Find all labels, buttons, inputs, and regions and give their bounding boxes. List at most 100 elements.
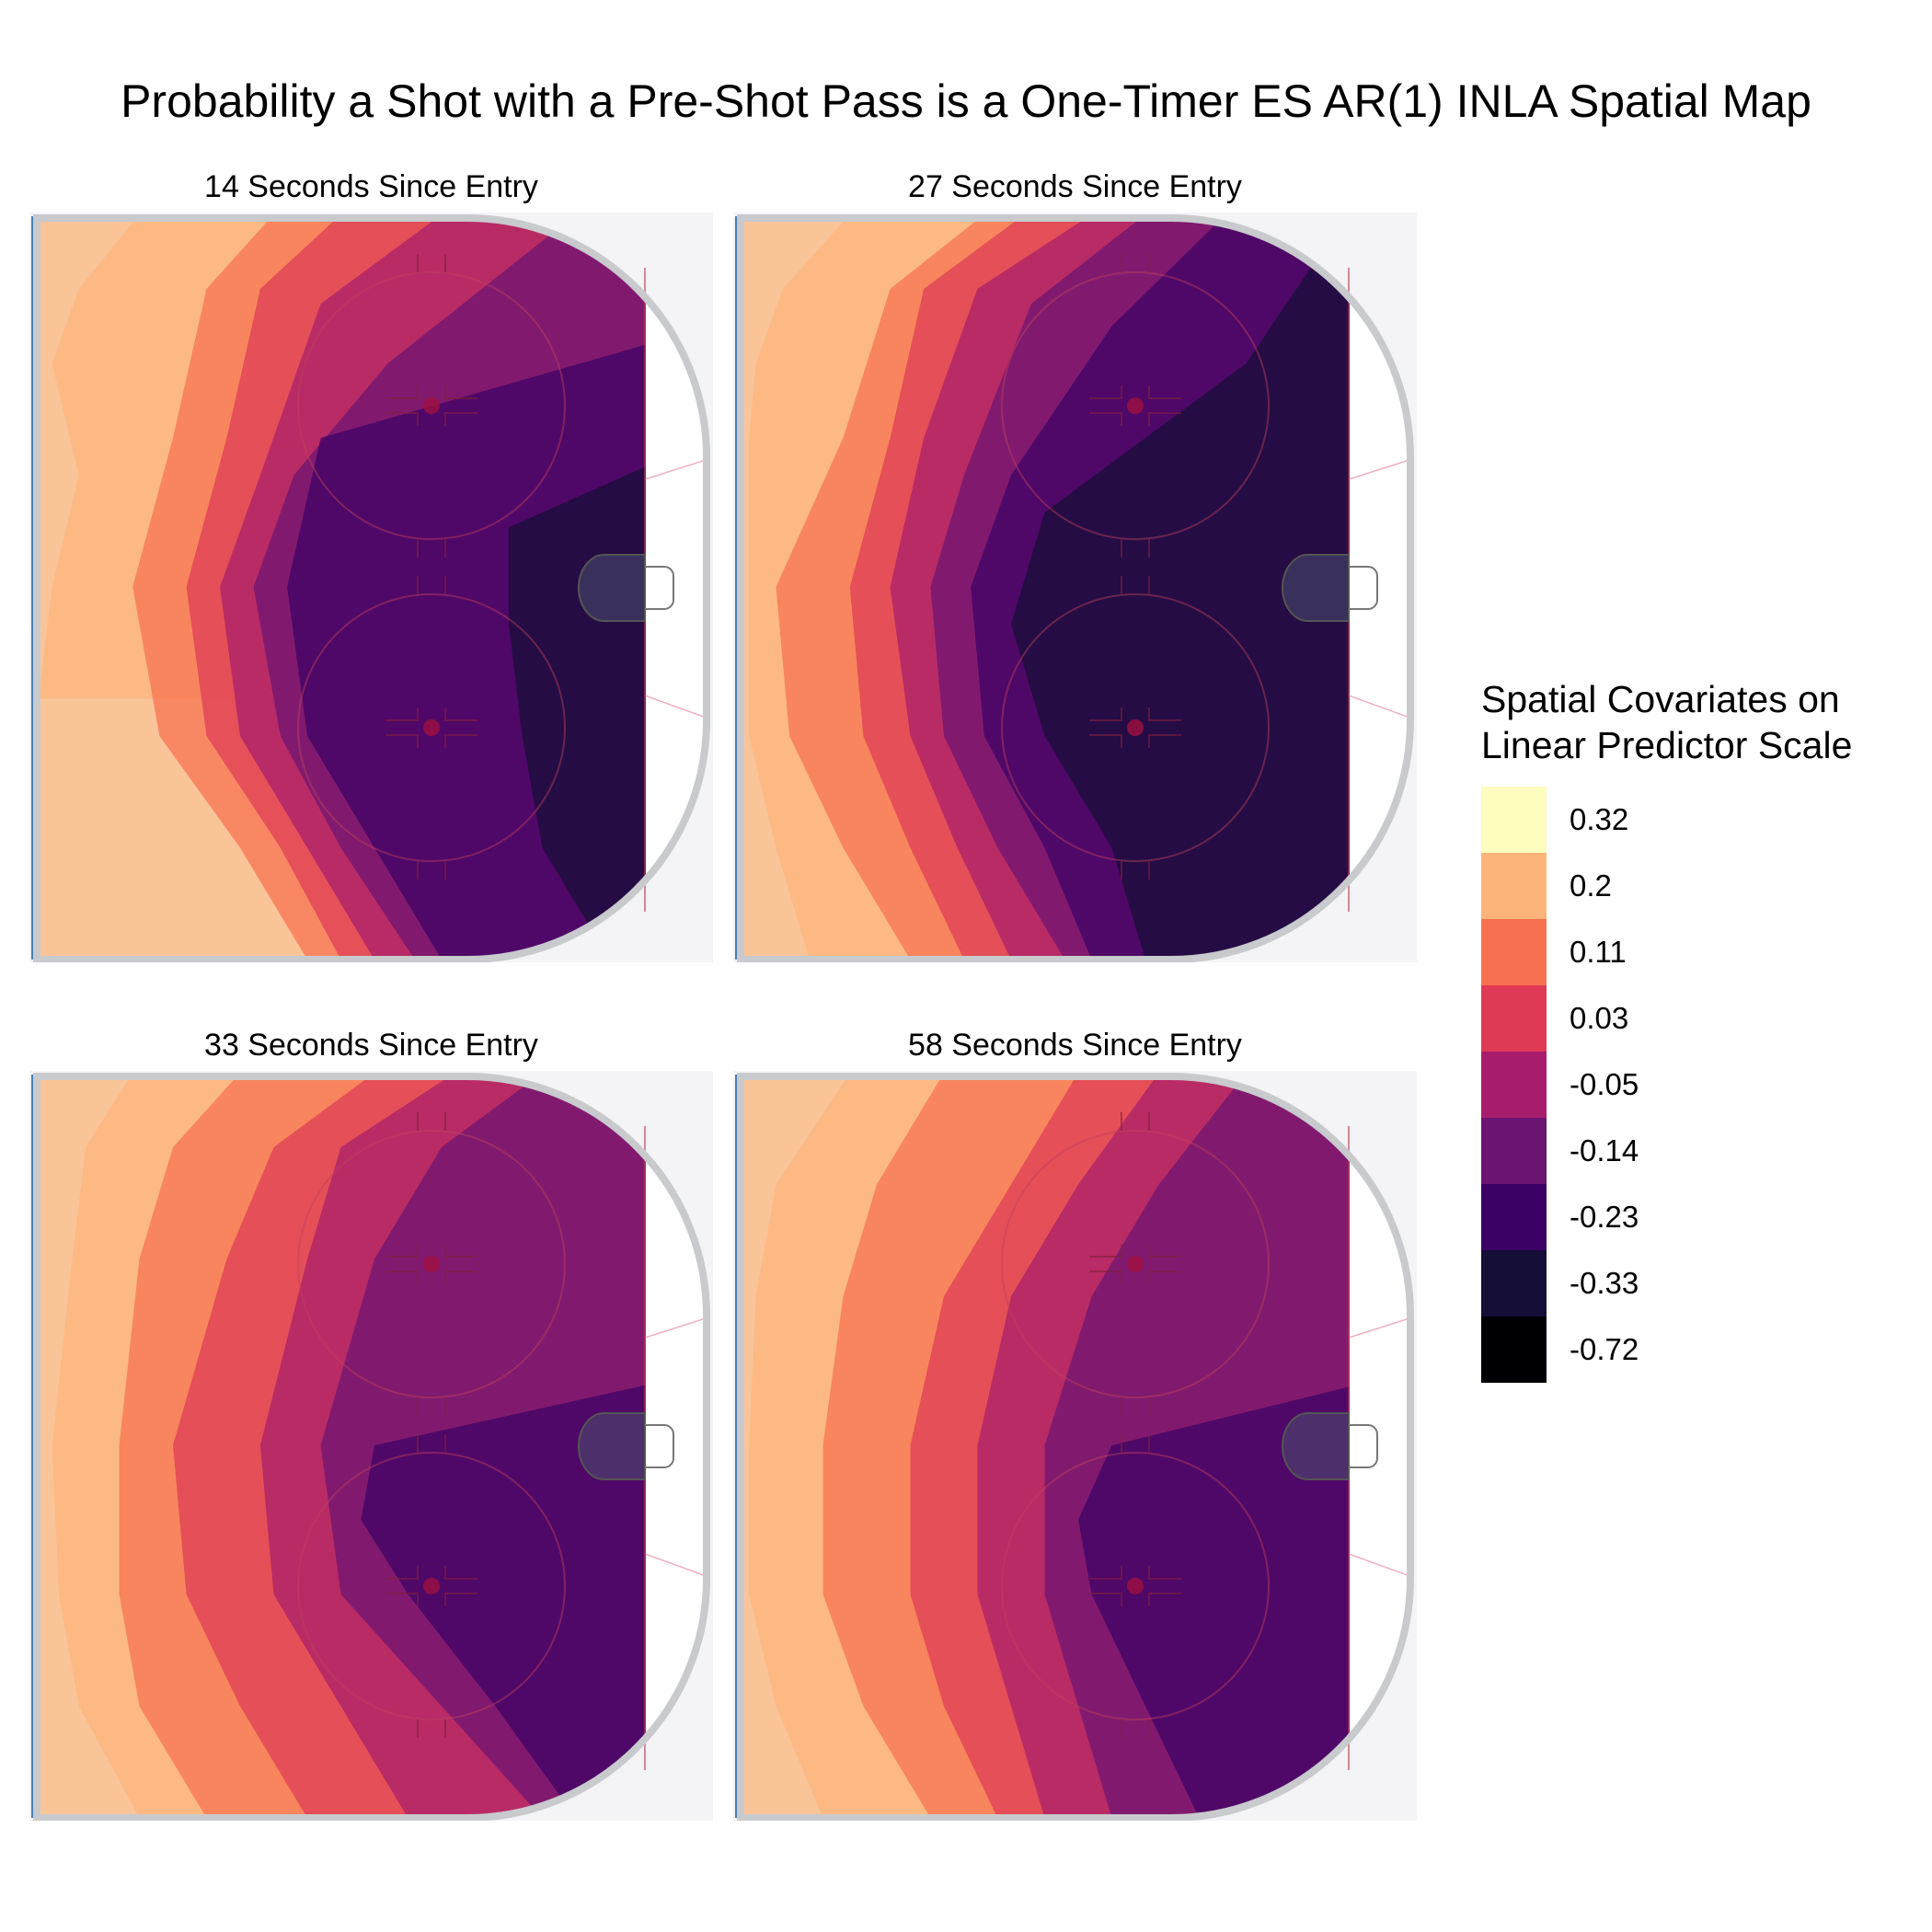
hash-mark <box>444 385 477 399</box>
trapezoid-line-bottom <box>644 1553 709 1578</box>
facet-panel-27s: 27 Seconds Since Entry <box>733 159 1417 962</box>
rink-markings <box>735 214 1414 962</box>
legend-label: -0.05 <box>1570 1067 1639 1101</box>
hash-mark <box>417 254 446 272</box>
facet-title: 14 Seconds Since Entry <box>204 169 538 204</box>
goal-crease <box>578 1412 646 1480</box>
hash-mark <box>1089 1244 1122 1258</box>
goal-crease <box>1282 554 1350 622</box>
hash-mark <box>385 1593 419 1606</box>
rink-heatmap <box>733 1071 1417 1821</box>
legend: Spatial Covariates on Linear Predictor S… <box>1481 676 1914 1394</box>
trapezoid-line-top <box>1348 1317 1413 1339</box>
hash-mark <box>385 707 419 721</box>
hash-mark <box>417 1112 446 1131</box>
legend-swatch <box>1481 1118 1547 1184</box>
legend-swatch <box>1481 985 1547 1052</box>
hash-mark <box>1121 254 1150 272</box>
goal-crease <box>578 554 646 622</box>
legend-swatch <box>1481 853 1547 919</box>
legend-swatch <box>1481 1052 1547 1118</box>
hash-mark <box>417 1719 446 1738</box>
legend-swatch <box>1481 787 1547 853</box>
faceoff-dot <box>1127 719 1144 736</box>
rink-heatmap <box>733 213 1417 962</box>
faceoff-dot <box>423 1578 440 1594</box>
faceoff-dot <box>1127 1256 1144 1272</box>
faceoff-circle <box>1001 254 1270 558</box>
hash-mark <box>444 1566 477 1580</box>
hash-mark <box>1121 1434 1150 1453</box>
goal-net <box>645 1424 674 1468</box>
trapezoid-line-bottom <box>1348 1553 1413 1578</box>
faceoff-dot <box>1127 1578 1144 1594</box>
hash-mark <box>444 412 477 426</box>
hash-mark <box>1148 707 1181 721</box>
hash-mark <box>385 1566 419 1580</box>
legend-title-line: Spatial Covariates on <box>1481 678 1840 720</box>
rink-boards <box>33 214 710 962</box>
hash-mark <box>385 385 419 399</box>
goal-net <box>1349 1424 1378 1468</box>
legend-title-line: Linear Predictor Scale <box>1481 724 1853 766</box>
goal-net <box>1349 566 1378 610</box>
hash-mark <box>444 1271 477 1284</box>
hash-mark <box>385 1244 419 1258</box>
legend-swatch <box>1481 1317 1547 1383</box>
hash-mark <box>444 1244 477 1258</box>
hash-mark <box>1148 412 1181 426</box>
goal-net <box>645 566 674 610</box>
legend-item: -0.14 <box>1481 1118 1849 1184</box>
legend-item: 0.2 <box>1481 853 1849 919</box>
legend-label: -0.33 <box>1570 1266 1639 1300</box>
hash-mark <box>444 734 477 748</box>
facet-panel-58s: 58 Seconds Since Entry <box>733 1018 1417 1821</box>
rink-markings <box>735 1073 1414 1821</box>
faceoff-circle <box>297 576 566 880</box>
legend-label: 0.2 <box>1570 868 1612 903</box>
faceoff-circle <box>297 254 566 558</box>
hash-mark <box>1121 539 1150 558</box>
legend-item: 0.03 <box>1481 985 1849 1052</box>
rink-boards <box>737 214 1414 962</box>
facet-title: 33 Seconds Since Entry <box>204 1028 538 1063</box>
faceoff-circle <box>1001 576 1270 880</box>
legend-label: -0.72 <box>1570 1332 1639 1366</box>
hash-mark <box>1148 734 1181 748</box>
rink-markings <box>31 214 710 962</box>
hash-mark <box>1121 1112 1150 1131</box>
legend-label: -0.14 <box>1570 1133 1639 1167</box>
hash-mark <box>1148 1566 1181 1580</box>
hash-mark <box>1121 1719 1150 1738</box>
hash-mark <box>1089 385 1122 399</box>
hash-mark <box>385 1271 419 1284</box>
legend-item: -0.72 <box>1481 1317 1849 1383</box>
trapezoid-line-top <box>644 1317 709 1339</box>
hash-mark <box>1121 576 1150 594</box>
hash-mark <box>1148 1593 1181 1606</box>
hash-mark <box>1148 1244 1181 1258</box>
hash-mark <box>1089 1566 1122 1580</box>
hash-mark <box>1089 1271 1122 1284</box>
legend-swatch <box>1481 1250 1547 1317</box>
heatmap-band <box>1011 218 1410 960</box>
faceoff-dot <box>423 719 440 736</box>
faceoff-circle <box>1001 1112 1270 1416</box>
hash-mark <box>444 1593 477 1606</box>
hash-mark <box>1121 861 1150 880</box>
hash-mark <box>417 539 446 558</box>
hash-mark <box>444 707 477 721</box>
legend-label: 0.32 <box>1570 802 1629 836</box>
legend-swatch <box>1481 1184 1547 1250</box>
hash-mark <box>1089 412 1122 426</box>
hash-mark <box>417 1397 446 1416</box>
rink-markings <box>31 1073 710 1821</box>
legend-title: Spatial Covariates on Linear Predictor S… <box>1481 676 1914 768</box>
hash-mark <box>385 734 419 748</box>
faceoff-dot <box>423 1256 440 1272</box>
legend-label: 0.11 <box>1570 935 1627 969</box>
faceoff-circle <box>297 1434 566 1738</box>
legend-item: 0.11 <box>1481 919 1849 985</box>
trapezoid-line-bottom <box>1348 695 1413 719</box>
legend-label: 0.03 <box>1570 1001 1629 1035</box>
